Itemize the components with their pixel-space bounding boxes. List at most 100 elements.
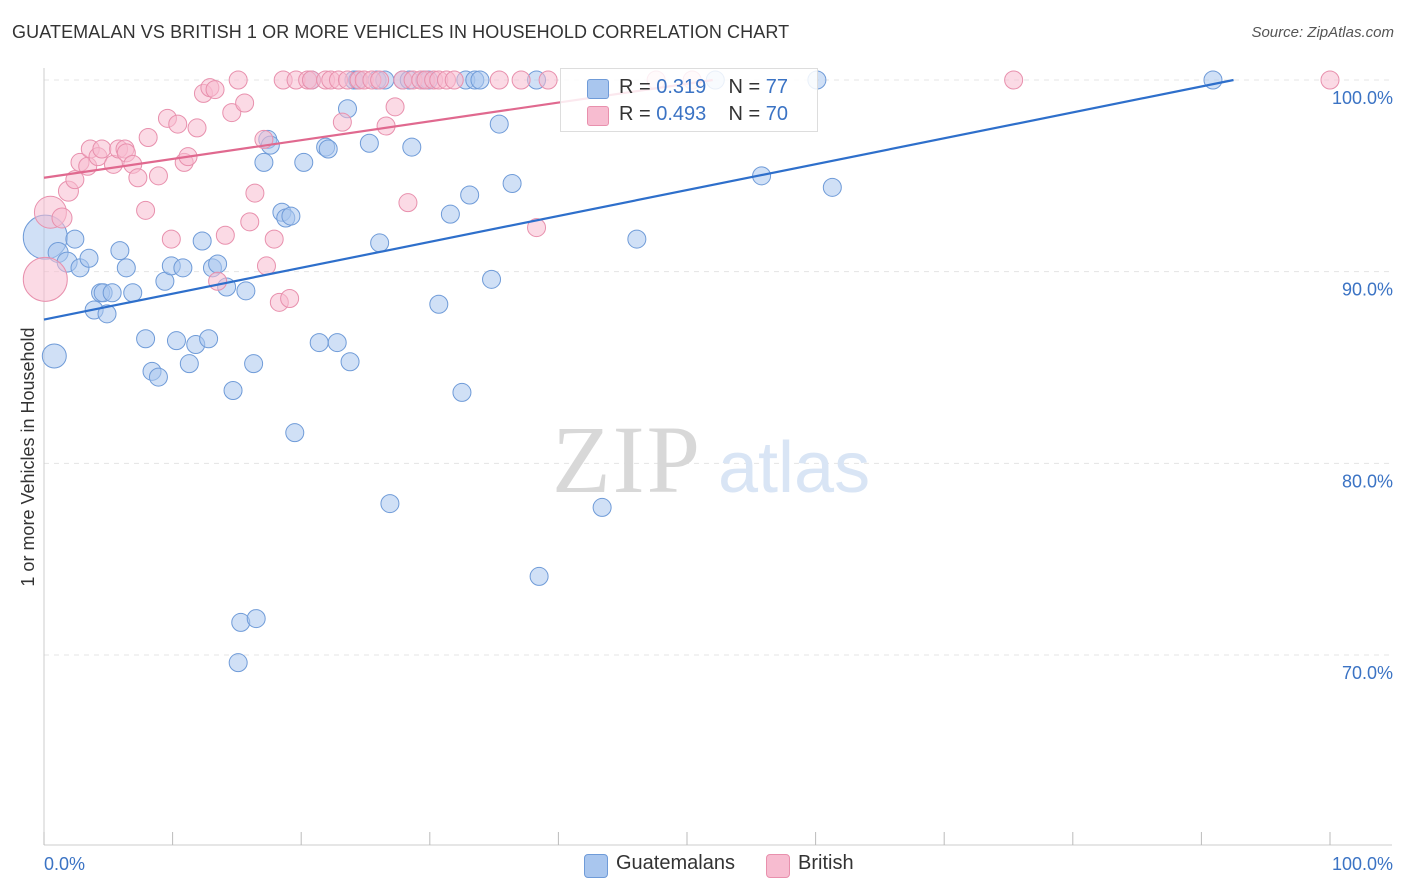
data-point: [280, 289, 300, 308]
data-point: [51, 207, 73, 229]
data-point: [254, 152, 274, 172]
data-point: [222, 103, 242, 123]
data-point: [136, 200, 156, 220]
data-point: [110, 241, 130, 261]
data-point: [402, 137, 422, 157]
data-point: [489, 114, 509, 134]
legend-n-value: 70: [765, 103, 789, 125]
series-british: [22, 70, 1340, 312]
bottom-legend-label: British: [798, 852, 854, 874]
data-point: [444, 70, 464, 90]
data-point: [429, 294, 449, 314]
correlation-legend: R = 0.319 N = 77 R = 0.493 N = 70: [560, 68, 818, 132]
data-point: [240, 212, 260, 232]
y-tick-label: 80.0%: [1342, 471, 1393, 491]
bottom-legend-swatch-blue: [584, 854, 608, 878]
data-point: [97, 304, 117, 324]
data-point: [318, 139, 338, 159]
legend-n-value: 77: [765, 76, 789, 98]
data-point: [41, 343, 67, 369]
chart-title: GUATEMALAN VS BRITISH 1 OR MORE VEHICLES…: [12, 22, 790, 42]
data-point: [92, 139, 112, 159]
data-point: [1004, 70, 1024, 90]
data-point: [215, 225, 235, 245]
data-point: [281, 206, 301, 226]
data-point: [65, 229, 85, 249]
data-point: [166, 331, 186, 351]
data-point: [246, 609, 266, 629]
y-tick-label: 90.0%: [1342, 280, 1393, 300]
data-point: [398, 193, 418, 213]
data-point: [529, 566, 549, 586]
data-point: [128, 168, 148, 188]
legend-r-value: 0.319: [656, 76, 707, 98]
chart-source: Source: ZipAtlas.com: [1251, 24, 1394, 41]
data-point: [199, 329, 219, 349]
y-tick-labels: 70.0% 80.0% 90.0% 100.0%: [1332, 88, 1393, 683]
data-point: [380, 494, 400, 514]
data-point: [482, 269, 502, 289]
data-point: [148, 166, 168, 186]
data-point: [527, 218, 547, 238]
legend-r-label: R =: [619, 103, 651, 125]
y-tick-label: 70.0%: [1342, 663, 1393, 683]
series-guatemalans: [22, 70, 1223, 673]
data-point: [223, 381, 243, 400]
x-tick-label-min: 0.0%: [44, 854, 85, 874]
data-point: [264, 229, 284, 249]
data-point: [294, 152, 314, 172]
watermark-atlas: atlas: [718, 428, 870, 508]
legend-r-value: 0.493: [656, 103, 707, 125]
data-point: [592, 497, 612, 517]
x-tick-label-max: 100.0%: [1332, 854, 1393, 874]
data-point: [161, 229, 181, 249]
legend-swatch-blue: [587, 79, 609, 99]
data-point: [452, 382, 472, 402]
data-point: [244, 354, 264, 374]
legend-r-label: R =: [619, 76, 651, 98]
data-point: [440, 204, 460, 224]
data-point: [309, 333, 329, 353]
y-tick-label: 100.0%: [1332, 88, 1393, 108]
data-point: [187, 118, 207, 138]
data-point: [327, 333, 347, 353]
data-point: [340, 352, 360, 372]
data-point: [627, 229, 647, 249]
data-point: [332, 112, 352, 132]
data-point: [1320, 70, 1340, 90]
y-axis-label: 1 or more Vehicles in Household: [18, 327, 38, 586]
data-point: [138, 128, 158, 147]
legend-swatch-pink: [587, 106, 609, 126]
data-point: [359, 133, 379, 153]
data-point: [470, 70, 490, 90]
watermark-zip: ZIP: [552, 406, 702, 513]
data-point: [822, 177, 842, 197]
data-point: [208, 271, 228, 291]
data-point: [168, 114, 188, 134]
data-point: [192, 231, 212, 251]
data-point: [256, 256, 276, 276]
x-ticks: [43, 832, 1331, 845]
data-point: [370, 233, 390, 253]
data-point: [79, 248, 99, 268]
watermark: ZIP atlas: [552, 406, 870, 513]
data-point: [22, 256, 68, 302]
data-point: [208, 254, 228, 274]
data-point: [65, 170, 85, 190]
trend-line-guatemalans: [43, 78, 1234, 321]
bottom-legend-label: Guatemalans: [616, 852, 735, 874]
data-point: [102, 283, 122, 303]
data-point: [179, 354, 199, 374]
data-point: [245, 183, 265, 203]
data-point: [173, 258, 193, 278]
bottom-legend-swatch-pink: [766, 854, 790, 878]
data-point: [370, 70, 390, 90]
legend-n-label: N =: [728, 103, 761, 125]
data-point: [205, 80, 225, 100]
data-point: [538, 70, 558, 90]
data-point: [235, 93, 255, 113]
data-point: [228, 70, 248, 90]
data-point: [385, 97, 405, 117]
data-point: [502, 174, 522, 193]
data-point: [228, 653, 248, 673]
